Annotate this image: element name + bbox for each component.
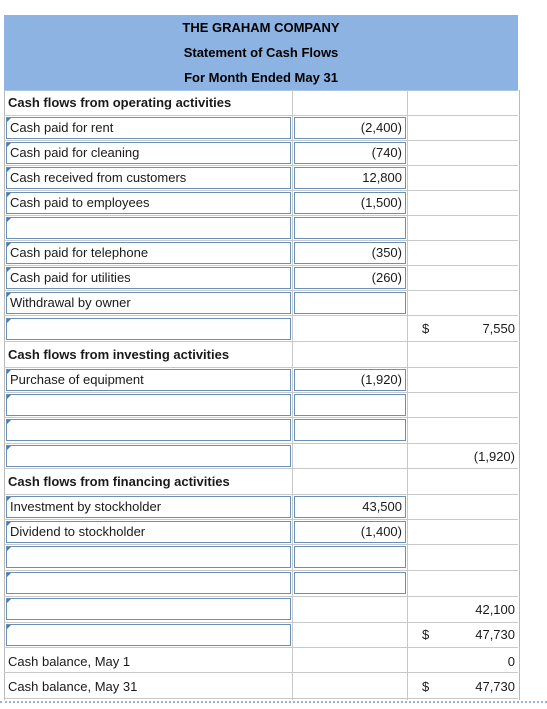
dropdown-marker-icon	[7, 218, 11, 222]
column-divider	[292, 90, 293, 700]
currency-symbol: $	[422, 321, 430, 336]
financing-item-2-input[interactable]: Dividend to stockholder	[6, 521, 291, 543]
operating-item-3-input[interactable]: Cash received from customers	[6, 167, 291, 189]
row-separator	[4, 443, 518, 444]
financing-total-value: 42,100	[475, 602, 515, 617]
row-separator	[4, 265, 518, 266]
operating-item-3-amount[interactable]: 12,800	[294, 167, 406, 189]
dropdown-marker-icon	[7, 395, 11, 399]
investing-item-3-input[interactable]	[6, 419, 291, 441]
operating-item-5-amount[interactable]	[294, 217, 406, 239]
ending-balance-value: 47,730	[475, 679, 515, 694]
dropdown-marker-icon	[7, 547, 11, 551]
investing-total-label-input[interactable]	[6, 445, 291, 467]
company-name: THE GRAHAM COMPANY	[4, 15, 518, 41]
investing-item-1-input[interactable]: Purchase of equipment	[6, 369, 291, 391]
currency-symbol: $	[422, 679, 430, 694]
row-separator	[4, 315, 518, 316]
operating-item-1-amount[interactable]: (2,400)	[294, 117, 406, 139]
dropdown-marker-icon	[7, 573, 11, 577]
dropdown-marker-icon	[7, 143, 11, 147]
row-separator	[4, 392, 518, 393]
row-separator	[4, 647, 518, 648]
investing-item-3-amount[interactable]	[294, 419, 406, 441]
row-separator	[4, 215, 518, 216]
ending-balance-label: Cash balance, May 31	[8, 679, 138, 694]
row-separator	[4, 240, 518, 241]
dropdown-marker-icon	[7, 268, 11, 272]
statement-period: For Month Ended May 31	[4, 65, 518, 91]
row-separator	[4, 494, 518, 495]
financing-item-4-amount[interactable]	[294, 572, 406, 594]
dropdown-marker-icon	[7, 625, 11, 629]
row-separator	[4, 417, 518, 418]
column-divider	[407, 90, 408, 700]
operating-item-6-input[interactable]: Cash paid for telephone	[6, 242, 291, 264]
financing-heading: Cash flows from financing activities	[8, 474, 230, 489]
investing-heading: Cash flows from investing activities	[8, 347, 230, 362]
operating-total-value: 7,550	[482, 321, 515, 336]
operating-item-4-amount[interactable]: (1,500)	[294, 192, 406, 214]
financing-item-3-amount[interactable]	[294, 546, 406, 568]
beginning-balance-value: 0	[507, 654, 515, 669]
row-separator	[4, 190, 518, 191]
dropdown-marker-icon	[7, 497, 11, 501]
bottom-divider	[0, 701, 547, 703]
dropdown-marker-icon	[7, 293, 11, 297]
operating-item-8-input[interactable]: Withdrawal by owner	[6, 292, 291, 314]
row-separator	[4, 115, 518, 116]
dropdown-marker-icon	[7, 319, 11, 323]
investing-item-2-amount[interactable]	[294, 394, 406, 416]
row-separator	[4, 367, 518, 368]
investing-total-value: (1,920)	[473, 449, 515, 464]
operating-item-8-amount[interactable]	[294, 292, 406, 314]
row-separator	[4, 341, 518, 342]
row-separator	[4, 519, 518, 520]
row-separator	[4, 140, 518, 141]
row-separator	[4, 698, 518, 699]
row-separator	[4, 672, 518, 673]
financing-total-label-input[interactable]	[6, 598, 291, 620]
dropdown-marker-icon	[7, 370, 11, 374]
dropdown-marker-icon	[7, 522, 11, 526]
row-separator	[4, 165, 518, 166]
operating-item-1-input[interactable]: Cash paid for rent	[6, 117, 291, 139]
investing-item-1-amount[interactable]: (1,920)	[294, 369, 406, 391]
operating-total-label-input[interactable]	[6, 318, 291, 340]
net-change-value: 47,730	[475, 627, 515, 642]
dropdown-marker-icon	[7, 420, 11, 424]
operating-item-7-input[interactable]: Cash paid for utilities	[6, 267, 291, 289]
operating-item-6-amount[interactable]: (350)	[294, 242, 406, 264]
dropdown-marker-icon	[7, 599, 11, 603]
dropdown-marker-icon	[7, 243, 11, 247]
operating-item-2-amount[interactable]: (740)	[294, 142, 406, 164]
net-change-label-input[interactable]	[6, 624, 291, 646]
financing-item-1-input[interactable]: Investment by stockholder	[6, 496, 291, 518]
row-separator	[4, 544, 518, 545]
operating-item-4-input[interactable]: Cash paid to employees	[6, 192, 291, 214]
dropdown-marker-icon	[7, 193, 11, 197]
statement-title: Statement of Cash Flows	[4, 40, 518, 66]
operating-heading: Cash flows from operating activities	[8, 95, 232, 110]
financing-item-2-amount[interactable]: (1,400)	[294, 521, 406, 543]
row-separator	[4, 570, 518, 571]
statement-grid	[4, 90, 520, 700]
financing-item-3-input[interactable]	[6, 546, 291, 568]
operating-item-2-input[interactable]: Cash paid for cleaning	[6, 142, 291, 164]
dropdown-marker-icon	[7, 446, 11, 450]
investing-item-2-input[interactable]	[6, 394, 291, 416]
operating-item-5-input[interactable]	[6, 217, 291, 239]
operating-item-7-amount[interactable]: (260)	[294, 267, 406, 289]
dropdown-marker-icon	[7, 168, 11, 172]
row-separator	[4, 622, 518, 623]
financing-item-4-input[interactable]	[6, 572, 291, 594]
dropdown-marker-icon	[7, 118, 11, 122]
currency-symbol: $	[422, 627, 430, 642]
financing-item-1-amount[interactable]: 43,500	[294, 496, 406, 518]
beginning-balance-label: Cash balance, May 1	[8, 654, 131, 669]
row-separator	[4, 596, 518, 597]
row-separator	[4, 290, 518, 291]
row-separator	[4, 468, 518, 469]
